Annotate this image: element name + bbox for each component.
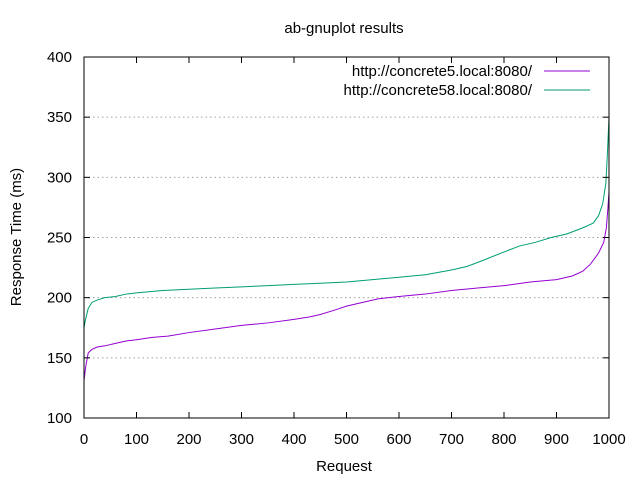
x-tick-label: 0 xyxy=(80,431,88,448)
series-line-0 xyxy=(83,191,610,381)
x-axis-label: Request xyxy=(316,458,373,475)
y-tick-label: 150 xyxy=(47,350,72,367)
x-tick-label: 200 xyxy=(176,431,201,448)
series-lines xyxy=(83,117,610,381)
grid-lines xyxy=(84,116,609,359)
x-tick-label: 700 xyxy=(439,431,464,448)
y-tick-label: 100 xyxy=(47,410,72,427)
x-tick-label: 100 xyxy=(124,431,149,448)
y-tick-label: 250 xyxy=(47,230,72,247)
legend: http://concrete5.local:8080/http://concr… xyxy=(344,63,590,99)
x-tick-label: 300 xyxy=(229,431,254,448)
x-tick-label: 500 xyxy=(334,431,359,448)
series-line-1 xyxy=(83,117,610,328)
y-axis-label: Response Time (ms) xyxy=(8,168,25,306)
y-tick-label: 200 xyxy=(47,290,72,307)
y-tick-label: 400 xyxy=(47,49,72,66)
y-tick-label: 350 xyxy=(47,109,72,126)
legend-label-0: http://concrete5.local:8080/ xyxy=(352,63,533,80)
x-tick-label: 400 xyxy=(281,431,306,448)
x-tick-label: 600 xyxy=(386,431,411,448)
legend-label-1: http://concrete58.local:8080/ xyxy=(344,82,533,99)
chart-title: ab-gnuplot results xyxy=(284,20,403,37)
x-tick-label: 1000 xyxy=(592,431,625,448)
axis-ticks: 100 150 200 250 300 350 400 0 100 200 300 400 500 600… xyxy=(47,49,626,448)
x-tick-label: 900 xyxy=(544,431,569,448)
x-tick-label: 800 xyxy=(491,431,516,448)
y-tick-label: 300 xyxy=(47,169,72,186)
